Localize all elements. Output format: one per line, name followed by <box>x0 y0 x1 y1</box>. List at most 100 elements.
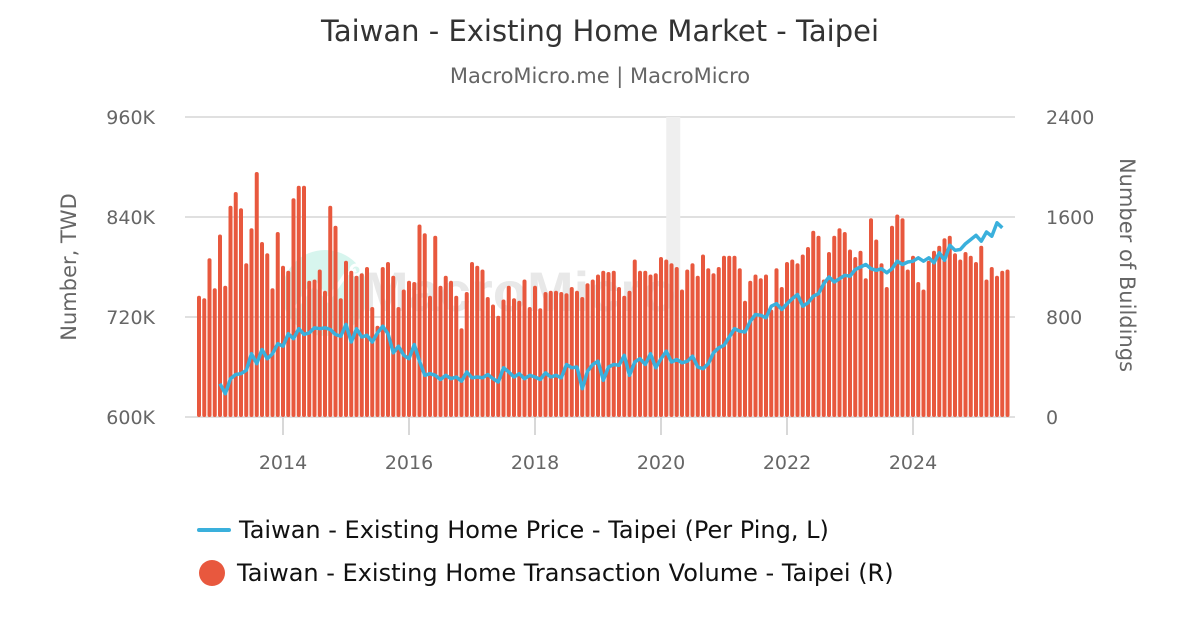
volume-bar <box>617 287 621 417</box>
volume-bar <box>800 254 805 417</box>
volume-bar <box>548 290 553 417</box>
volume-bar <box>937 245 942 417</box>
volume-bar <box>197 295 201 417</box>
volume-bar <box>212 288 217 417</box>
legend-item-volume[interactable]: Taiwan - Existing Home Transaction Volum… <box>197 551 894 594</box>
volume-bar <box>522 279 527 417</box>
volume-bar <box>753 274 758 417</box>
volume-bar <box>449 280 453 417</box>
volume-bar <box>496 315 501 417</box>
volume-bar <box>506 285 511 417</box>
volume-bar <box>590 279 595 417</box>
watermark-dot-icon <box>349 263 363 277</box>
volume-bar <box>281 265 285 417</box>
volume-bar <box>202 298 207 417</box>
volume-bar <box>606 272 611 417</box>
volume-bar <box>239 208 243 417</box>
volume-bar <box>485 297 490 417</box>
volume-bar <box>543 292 548 417</box>
volume-bar <box>349 270 354 417</box>
volume-bar <box>517 300 522 417</box>
volume-bar <box>233 192 238 417</box>
volume-bar <box>842 232 847 417</box>
volume-bar <box>848 249 852 417</box>
volume-bar <box>501 299 506 417</box>
x-axis-tick-label: 2014 <box>259 452 307 474</box>
volume-bar <box>711 273 716 417</box>
left-axis-tick-label: 720K <box>106 307 155 329</box>
x-axis-tick-label: 2024 <box>889 452 937 474</box>
volume-bar <box>275 232 280 417</box>
left-axis-tick-label: 960K <box>106 107 155 129</box>
right-axis-tick-label: 800 <box>1046 307 1082 329</box>
volume-bar <box>701 254 705 417</box>
volume-bar <box>580 297 585 417</box>
volume-bar <box>643 270 648 417</box>
volume-bar <box>879 263 884 417</box>
volume-bar <box>302 185 306 417</box>
volume-bar <box>832 235 837 417</box>
volume-bar <box>995 275 999 417</box>
legend-item-price[interactable]: Taiwan - Existing Home Price - Taipei (P… <box>197 508 894 551</box>
volume-bar <box>428 295 432 417</box>
volume-bar <box>953 253 957 417</box>
price-line <box>218 221 1004 396</box>
volume-bar <box>827 252 831 417</box>
volume-bar <box>900 218 905 417</box>
volume-bar <box>659 257 663 417</box>
x-axis-tick-label: 2022 <box>763 452 811 474</box>
volume-bar <box>669 263 674 417</box>
volume-bar <box>674 267 679 417</box>
volume-bar <box>417 224 422 417</box>
volume-bar <box>648 274 653 417</box>
line-marker-icon <box>197 527 231 532</box>
volume-bar <box>664 259 669 417</box>
volume-bar <box>932 250 936 417</box>
volume-bar <box>926 260 931 417</box>
legend: Taiwan - Existing Home Price - Taipei (P… <box>197 508 894 594</box>
volume-bar <box>816 235 821 417</box>
volume-bar <box>312 279 317 417</box>
volume-bar <box>307 280 312 417</box>
volume-bar <box>732 255 737 417</box>
volume-bar <box>921 289 926 417</box>
volume-bar <box>874 239 879 417</box>
volume-bar <box>627 290 632 417</box>
volume-bar <box>632 259 637 417</box>
volume-bar <box>260 242 264 417</box>
right-axis-tick-label: 2400 <box>1046 107 1094 129</box>
volume-bar <box>596 274 600 417</box>
volume-bar <box>790 259 795 417</box>
volume-bar <box>769 309 774 417</box>
volume-bar <box>218 234 222 417</box>
volume-bar <box>396 307 401 417</box>
legend-label-volume: Taiwan - Existing Home Transaction Volum… <box>237 558 894 587</box>
volume-bar <box>533 285 537 417</box>
volume-bar <box>905 269 910 417</box>
volume-bar <box>601 270 606 417</box>
legend-label-price: Taiwan - Existing Home Price - Taipei (P… <box>239 515 829 544</box>
volume-bar <box>706 268 711 417</box>
right-axis-title: Number of Buildings <box>1115 158 1139 372</box>
volume-bar <box>743 300 747 417</box>
volume-bar <box>611 270 616 417</box>
volume-bar <box>806 247 810 417</box>
left-axis-tick-label: 600K <box>106 407 155 429</box>
volume-bar <box>491 304 495 417</box>
volume-bar <box>989 267 994 417</box>
volume-bar <box>958 259 963 417</box>
volume-bar <box>228 205 233 417</box>
volume-bar <box>344 260 348 417</box>
circle-marker-icon <box>199 559 225 586</box>
volume-bar <box>737 268 742 417</box>
volume-bar <box>758 278 763 417</box>
volume-bar <box>296 185 301 417</box>
volume-bar <box>911 255 915 417</box>
right-axis-tick-label: 1600 <box>1046 207 1094 229</box>
volume-bar <box>370 307 375 417</box>
volume-bar <box>685 269 690 417</box>
volume-bar <box>328 205 333 417</box>
left-axis-title: Number, TWD <box>57 193 81 340</box>
volume-bar <box>890 225 894 417</box>
volume-bar <box>359 273 364 417</box>
